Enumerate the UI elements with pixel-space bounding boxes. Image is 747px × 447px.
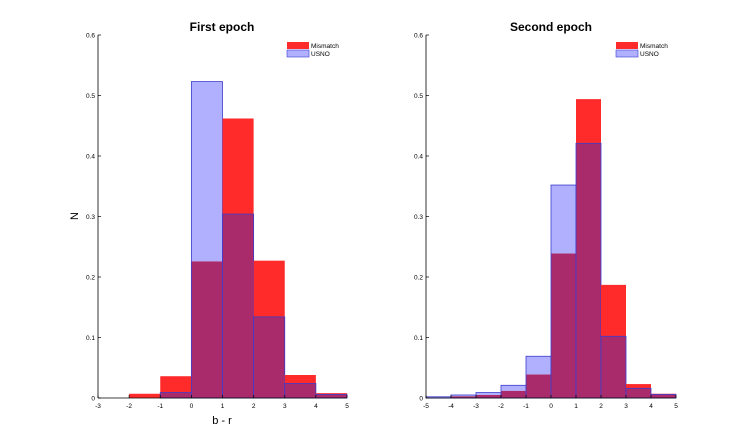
chart-title: First epoch [190,20,255,34]
histogram-bar-mismatch [626,384,651,389]
histogram-bar-mismatch [601,284,626,337]
legend-label: USNO [640,51,659,58]
y-tick-label: 0.3 [414,214,423,221]
x-tick-label: -4 [448,403,454,410]
histogram-bar-usno [476,392,501,395]
y-tick-label: 0.3 [86,214,95,221]
y-tick-label: 0 [91,396,95,403]
bars-layer [129,81,348,399]
x-tick-label: 0 [190,403,194,410]
histogram-bar-mismatch [253,260,285,317]
x-tick-label: -3 [473,403,479,410]
x-tick-label: 0 [549,403,553,410]
histogram-bar-overlap [222,214,254,398]
y-tick-label: 0.1 [86,335,95,342]
y-tick-label: 0.4 [414,154,423,161]
y-tick-label: 0.6 [86,33,95,40]
histogram-bar-overlap [576,143,601,398]
histogram-bar-overlap [626,388,651,398]
y-tick-label: 0.4 [86,154,95,161]
legend-swatch [286,49,310,58]
histogram-bar-mismatch [284,375,316,384]
x-tick-label: -1 [523,403,529,410]
histogram-bar-overlap [501,390,526,398]
y-tick-label: 0 [419,396,423,403]
x-tick-label: -2 [126,403,132,410]
histogram-bar-usno [191,81,223,262]
histogram-bar-mismatch [129,393,161,398]
histogram-bar-usno [526,356,551,375]
histogram-bar-mismatch [576,99,601,144]
histogram-bar-overlap [284,383,316,398]
x-tick-label: -5 [423,403,429,410]
histogram-bar-overlap [476,394,501,398]
legend-swatch [616,42,638,49]
histogram-bar-overlap [160,392,192,398]
y-tick-label: 0.6 [414,33,423,40]
y-axis-label: N [69,212,81,220]
histogram-bar-overlap [191,261,223,398]
y-tick-label: 0.2 [86,275,95,282]
histogram-bar-overlap [451,396,476,398]
y-tick-label: 0.5 [86,93,95,100]
histogram-bar-overlap [253,316,285,398]
y-tick-label: 0.1 [414,335,423,342]
x-axis-label: b - r [212,415,232,427]
histogram-bar-overlap [526,374,551,398]
histogram-bar-usno [501,385,526,391]
y-tick-label: 0.5 [414,93,423,100]
x-tick-label: 5 [345,403,349,410]
histogram-bar-mismatch [315,393,347,395]
legend-swatch [287,42,309,49]
x-tick-label: 2 [252,403,256,410]
histogram-bar-mismatch [222,118,254,215]
x-tick-label: 3 [283,403,287,410]
bars-layer [425,99,677,399]
legend-label: Mismatch [311,43,339,50]
x-tick-label: -3 [95,403,101,410]
legend-swatch [615,49,639,58]
x-tick-label: 1 [574,403,578,410]
x-tick-label: -1 [157,403,163,410]
histogram-bar-overlap [601,336,626,398]
histogram-panel-second-epoch: Second epoch 0 0.1 0.2 0.3 0.4 0.5 0.6 -5 -4 -3 -2… [414,20,678,410]
chart-title: Second epoch [510,20,592,34]
legend-label: USNO [311,51,330,58]
histogram-panel-first-epoch: First epoch N b - r 0 0.1 0.2 0.3 0.4 0.5 0.6 -… [69,20,349,427]
x-tick-label: 3 [624,403,628,410]
axes-layer: 0 0.1 0.2 0.3 0.4 0.5 0.6 -5 -4 -3 -2 -1 0 1 2 3 4 5 [414,33,678,411]
legend-label: Mismatch [640,43,668,50]
x-tick-label: 4 [314,403,318,410]
histogram-bar-overlap [315,394,347,398]
histogram-bar-overlap [551,253,576,398]
x-tick-label: 4 [649,403,653,410]
x-tick-label: 1 [221,403,225,410]
x-tick-label: 5 [674,403,678,410]
histogram-bar-mismatch [160,376,192,393]
histogram-bar-usno [451,394,476,397]
histogram-bar-usno [551,185,576,254]
axes-layer: 0 0.1 0.2 0.3 0.4 0.5 0.6 -3 -2 -1 0 1 2 3 4 5 [86,33,349,411]
y-tick-label: 0.2 [414,275,423,282]
histogram-bar-overlap [651,394,676,398]
x-tick-label: 2 [599,403,603,410]
x-tick-label: -2 [498,403,504,410]
